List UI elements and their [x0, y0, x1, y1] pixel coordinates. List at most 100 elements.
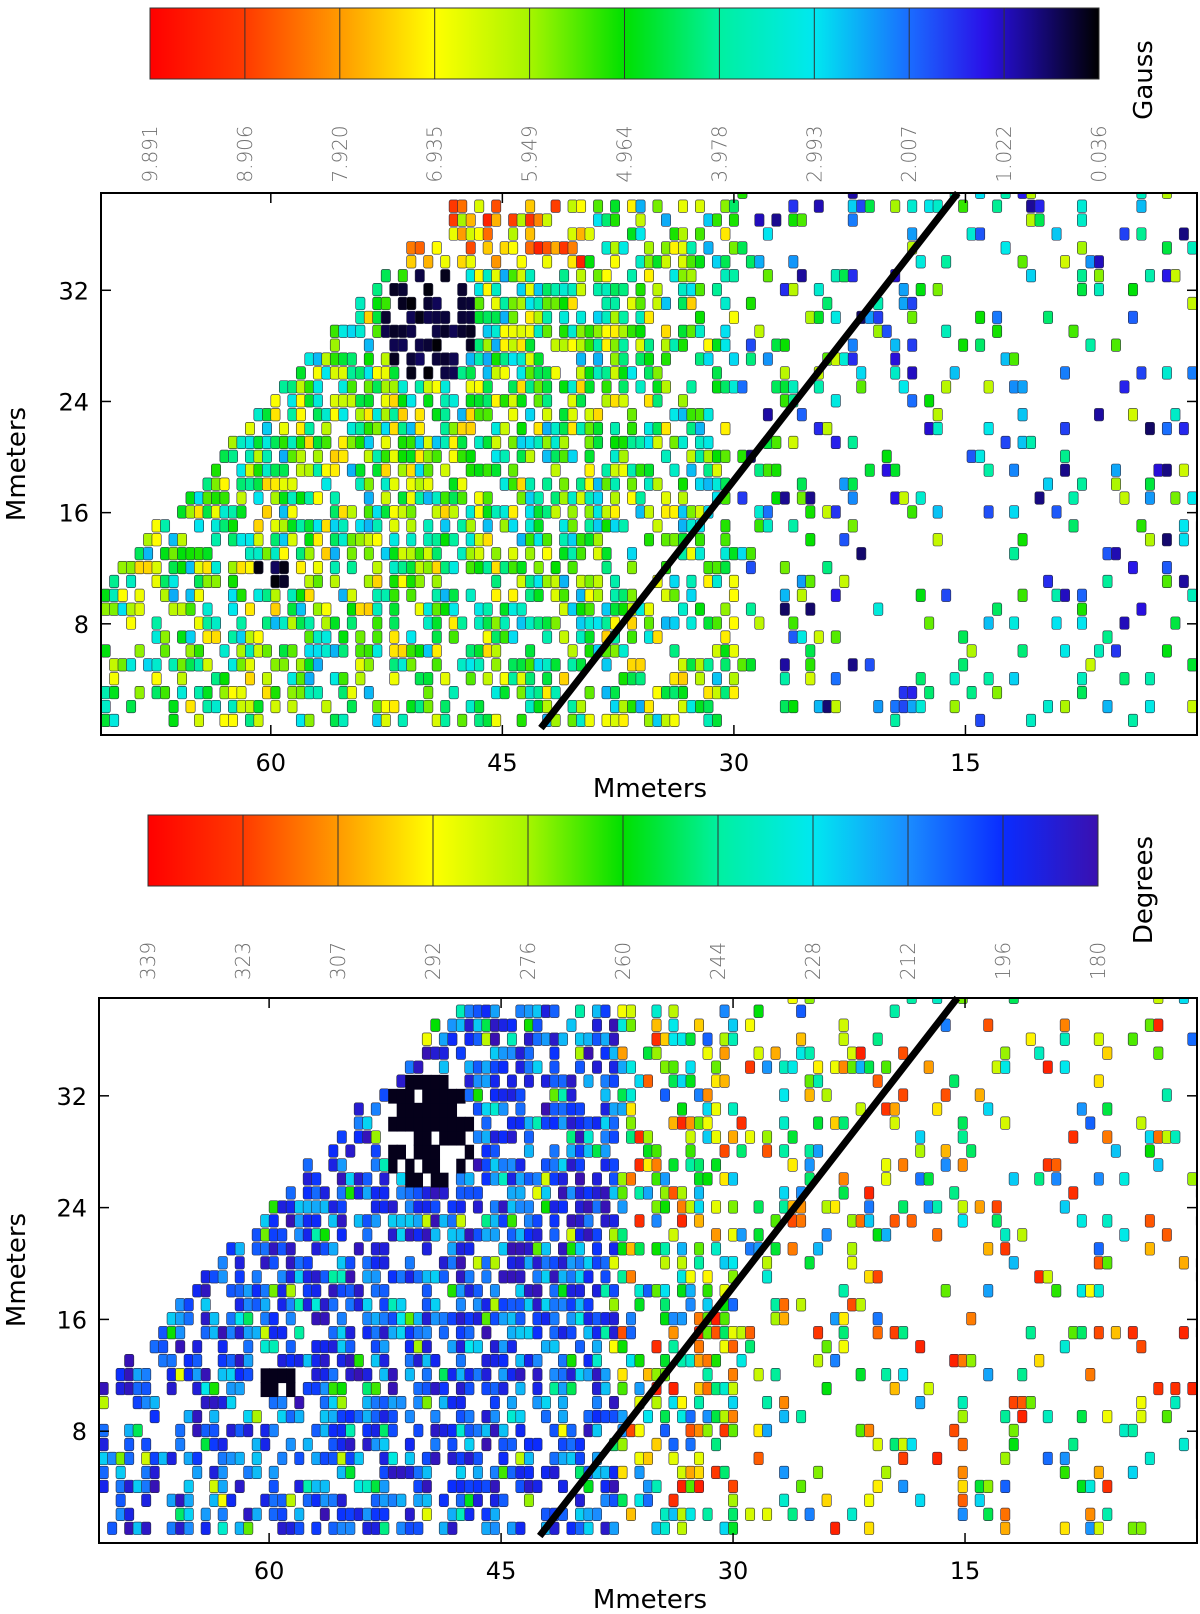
degrees-heatmap-cell — [643, 1284, 653, 1298]
gauss-heatmap-cell — [474, 533, 485, 547]
gauss-heatmap-cell — [287, 449, 298, 463]
gauss-heatmap-cell — [211, 560, 221, 575]
degrees-heatmap-cell — [677, 1270, 687, 1284]
degrees-heatmap-cell — [421, 1507, 432, 1521]
gauss-heatmap-cell — [287, 588, 298, 602]
gauss-heatmap-cell — [610, 588, 620, 602]
gauss-heatmap-cell — [635, 338, 646, 352]
degrees-heatmap-cell — [481, 1409, 492, 1424]
degrees-heatmap-cell — [472, 1312, 483, 1326]
gauss-heatmap-cell — [762, 505, 773, 519]
degrees-heatmap-cell — [957, 1507, 968, 1521]
degrees-heatmap-cell — [702, 1088, 713, 1102]
degrees-heatmap-cell — [719, 1004, 730, 1018]
gauss-heatmap-cell — [593, 547, 604, 561]
degrees-heatmap-cell — [592, 1242, 602, 1256]
gauss-heatmap-cell — [338, 505, 349, 519]
degrees-heatmap-cell — [379, 1298, 390, 1312]
gauss-heatmap-cell — [1136, 193, 1147, 199]
degrees-heatmap-cell — [966, 1354, 977, 1368]
degrees-heatmap-cell — [1085, 1116, 1096, 1130]
degrees-heatmap-cell — [328, 1340, 339, 1354]
gauss-heatmap-cell — [508, 324, 519, 338]
gauss-heatmap-cell — [992, 310, 1003, 324]
degrees-heatmap-cell — [268, 1284, 279, 1298]
gauss-heatmap-cell — [533, 491, 544, 505]
gauss-heatmap-cell — [610, 352, 620, 366]
gauss-heatmap-cell — [355, 408, 366, 422]
degrees-heatmap-cell — [166, 1521, 177, 1535]
degrees-heatmap-cell — [515, 1270, 526, 1284]
gauss-heatmap-cell — [295, 713, 306, 727]
degrees-heatmap-cell — [175, 1340, 186, 1354]
degrees-heatmap-cell — [217, 1465, 228, 1480]
degrees-heatmap-cell — [660, 1186, 670, 1200]
gauss-heatmap-cell — [474, 505, 485, 519]
gauss-heatmap-cell — [567, 547, 578, 561]
gauss-heatmap-cell — [1161, 422, 1172, 436]
gauss-heatmap-cell — [397, 324, 408, 338]
gauss-heatmap-cell — [711, 463, 722, 477]
degrees-heatmap-cell — [549, 1368, 560, 1382]
degrees-heatmap-cell — [957, 1116, 968, 1130]
gauss-heatmap-cell — [1136, 366, 1147, 380]
gauss-heatmap-cell — [304, 422, 315, 436]
degrees-heatmap-cell — [362, 1256, 373, 1270]
gauss-heatmap-cell — [134, 686, 145, 700]
degrees-heatmap-cell — [430, 1354, 441, 1368]
degrees-heatmap-cell — [515, 1060, 526, 1074]
degrees-heatmap-cell — [413, 1493, 424, 1507]
degrees-heatmap-cell — [405, 1088, 415, 1104]
gauss-heatmap-cell — [627, 296, 637, 311]
gauss-heatmap-cell — [1094, 283, 1104, 297]
gauss-heatmap-cell — [567, 699, 578, 714]
degrees-heatmap-cell — [336, 1423, 347, 1438]
gauss-heatmap-cell — [482, 630, 493, 644]
degrees-heatmap-cell — [183, 1521, 194, 1535]
degrees-heatmap-cell — [677, 1409, 687, 1424]
degrees-heatmap-cell — [430, 1172, 441, 1188]
degrees-heatmap-cell — [889, 1381, 900, 1396]
degrees-heatmap-cell — [506, 1032, 517, 1046]
degrees-heatmap-cell — [515, 1381, 526, 1396]
gauss-heatmap-cell — [474, 547, 485, 561]
gauss-heatmap-cell — [618, 283, 629, 297]
degrees-heatmap-cell — [523, 1354, 534, 1368]
gauss-heatmap-cell — [610, 463, 620, 477]
gauss-heatmap-cell — [516, 602, 527, 616]
gauss-colorbar-tick-label: 9.891 — [138, 125, 162, 182]
gauss-heatmap-cell — [355, 658, 366, 672]
gauss-heatmap-cell — [618, 380, 629, 394]
gauss-heatmap-cell — [482, 491, 493, 505]
degrees-heatmap-cell — [643, 1368, 653, 1382]
gauss-heatmap-cell — [355, 519, 366, 533]
gauss-heatmap-cell — [177, 686, 188, 700]
degrees-heatmap-cell — [787, 998, 798, 1004]
gauss-heatmap-cell — [1043, 699, 1053, 714]
degrees-heatmap-cell — [1093, 1172, 1104, 1186]
gauss-heatmap-cell — [414, 491, 425, 505]
degrees-heatmap-cell — [413, 1340, 424, 1354]
gauss-heatmap-cell — [457, 616, 468, 630]
degrees-heatmap-cell — [489, 1214, 500, 1228]
degrees-heatmap-cell — [166, 1381, 177, 1396]
degrees-heatmap-cell — [217, 1256, 228, 1270]
degrees-colorbar-tick-label: 307 — [326, 942, 350, 980]
gauss-heatmap-cell — [644, 463, 654, 477]
degrees-heatmap-cell — [558, 1074, 568, 1088]
gauss-heatmap-cell — [1119, 491, 1130, 505]
gauss-heatmap-cell — [720, 338, 731, 352]
degrees-heatmap-cell — [694, 1381, 704, 1396]
degrees-heatmap-cell — [481, 1144, 492, 1158]
degrees-heatmap-cell — [651, 1214, 662, 1228]
gauss-heatmap-cell — [847, 199, 858, 213]
degrees-heatmap-cell — [422, 1088, 432, 1104]
gauss-heatmap-cell — [312, 435, 323, 450]
gauss-heatmap-cell — [610, 422, 620, 436]
gauss-heatmap-cell — [678, 686, 688, 700]
gauss-heatmap-cell — [542, 477, 553, 491]
degrees-heatmap-cell — [192, 1381, 203, 1396]
gauss-heatmap-cell — [728, 310, 739, 324]
gauss-heatmap-cell — [211, 574, 221, 588]
